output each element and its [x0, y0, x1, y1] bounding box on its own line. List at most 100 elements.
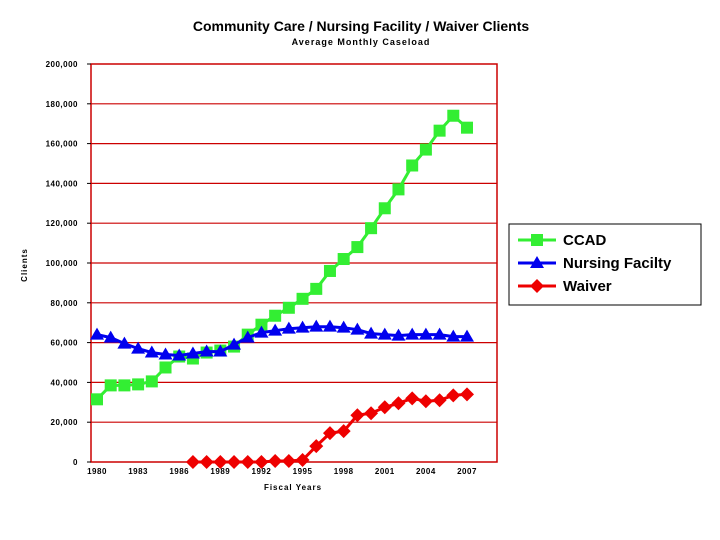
data-point-ccad — [310, 282, 323, 295]
data-point-nursing-facilty — [350, 322, 365, 335]
data-point-nursing-facilty — [103, 330, 118, 343]
data-point-waiver — [240, 455, 255, 469]
data-point-waiver — [377, 400, 392, 415]
legend-label-waiver: Waiver — [563, 278, 612, 295]
data-point-waiver — [322, 426, 337, 441]
data-point-nursing-facilty — [117, 336, 132, 349]
data-point-nursing-facilty — [158, 347, 173, 360]
legend-label-nursing-facilty: Nursing Facilty — [563, 255, 672, 272]
data-point-ccad — [365, 222, 378, 235]
data-point-nursing-facilty — [213, 344, 228, 357]
data-point-nursing-facilty — [240, 330, 255, 343]
y-axis-ticks: 0 20,000 40,000 60,000 80,000 100,000 120,000 1… — [46, 60, 91, 467]
data-point-nursing-facilty — [391, 328, 406, 341]
data-point-waiver — [309, 439, 324, 454]
data-point-waiver — [281, 454, 296, 469]
data-point-nursing-facilty — [185, 346, 200, 359]
data-point-nursing-facilty — [322, 319, 337, 332]
data-point-waiver — [405, 391, 420, 406]
data-point-ccad — [461, 121, 473, 134]
x-tick-label: 1998 — [334, 467, 354, 476]
data-point-nursing-facilty — [432, 327, 447, 340]
data-point-ccad — [447, 109, 460, 122]
data-point-nursing-facilty — [309, 319, 324, 332]
y-axis-label: Clients — [20, 248, 29, 282]
x-tick-label: 2001 — [375, 467, 395, 476]
data-point-ccad — [132, 378, 145, 391]
data-point-nursing-facilty — [131, 341, 146, 354]
y-tick-label: 0 — [73, 458, 78, 467]
data-point-ccad — [159, 361, 172, 374]
data-point-ccad — [378, 202, 391, 215]
data-point-waiver — [336, 424, 351, 439]
data-point-ccad — [419, 143, 432, 156]
data-point-ccad — [282, 301, 295, 314]
legend-entries: CCAD Nursing Facilty Waiver — [518, 232, 672, 295]
data-point-nursing-facilty — [199, 344, 214, 357]
x-tick-label: 1995 — [293, 467, 313, 476]
data-point-ccad — [433, 124, 446, 137]
data-point-nursing-facilty — [405, 327, 420, 340]
chart-subtitle: Average Monthly Caseload — [292, 37, 431, 47]
gridlines — [91, 103, 497, 423]
chart-title: Community Care / Nursing Facility / Waiv… — [193, 18, 530, 34]
data-point-waiver — [227, 455, 242, 469]
series-nursing-facilty — [90, 319, 474, 361]
data-point-ccad — [255, 318, 268, 331]
data-point-ccad — [104, 379, 117, 392]
data-point-nursing-facilty — [172, 348, 187, 361]
x-tick-label: 1992 — [252, 467, 272, 476]
series-ccad — [91, 109, 473, 406]
x-axis-ticks: 1980 1983 1986 1989 1992 1995 1998 2001 2004 2007 — [87, 467, 477, 476]
data-point-waiver — [418, 394, 433, 409]
data-point-waiver — [350, 408, 365, 423]
legend-entry-waiver: Waiver — [518, 278, 612, 295]
data-point-waiver — [295, 453, 310, 468]
data-point-waiver — [446, 388, 461, 403]
data-point-nursing-facilty — [90, 327, 104, 340]
data-point-waiver — [185, 455, 200, 469]
series-waiver — [185, 387, 474, 469]
data-point-ccad — [91, 393, 103, 406]
data-point-ccad — [392, 183, 405, 196]
data-point-ccad — [145, 375, 158, 388]
series-line-ccad — [95, 113, 468, 401]
y-tick-label: 80,000 — [51, 299, 79, 308]
series-group — [90, 109, 474, 469]
y-tick-label: 200,000 — [46, 60, 78, 69]
data-point-nursing-facilty — [460, 329, 474, 342]
data-point-nursing-facilty — [268, 323, 283, 336]
x-tick-label: 1989 — [210, 467, 230, 476]
data-point-ccad — [337, 253, 350, 266]
data-point-nursing-facilty — [418, 327, 433, 340]
y-tick-label: 100,000 — [46, 259, 78, 268]
legend-marker-waiver — [530, 279, 544, 293]
data-point-nursing-facilty — [254, 325, 269, 338]
y-tick-label: 160,000 — [46, 140, 78, 149]
data-point-nursing-facilty — [295, 320, 310, 333]
x-tick-label: 2004 — [416, 467, 436, 476]
series-line-nursing-facilty — [96, 325, 467, 358]
data-point-ccad — [118, 379, 131, 392]
data-point-ccad — [296, 292, 309, 305]
data-point-ccad — [323, 264, 336, 277]
x-tick-label: 1983 — [128, 467, 148, 476]
data-point-nursing-facilty — [227, 337, 242, 350]
legend-entry-nursing-facilty: Nursing Facilty — [518, 255, 672, 272]
x-tick-label: 2007 — [457, 467, 477, 476]
data-point-waiver — [268, 454, 283, 469]
data-point-ccad — [269, 309, 282, 322]
x-tick-label: 1986 — [169, 467, 189, 476]
data-point-waiver — [432, 393, 447, 408]
legend-label-ccad: CCAD — [563, 232, 606, 249]
data-point-waiver — [460, 387, 474, 402]
data-point-nursing-facilty — [144, 345, 159, 358]
y-tick-label: 40,000 — [51, 378, 79, 387]
legend-marker-nursing-facilty — [530, 256, 544, 268]
data-point-ccad — [406, 159, 419, 172]
data-point-waiver — [213, 455, 228, 469]
data-point-nursing-facilty — [364, 326, 379, 339]
x-tick-label: 1980 — [87, 467, 107, 476]
